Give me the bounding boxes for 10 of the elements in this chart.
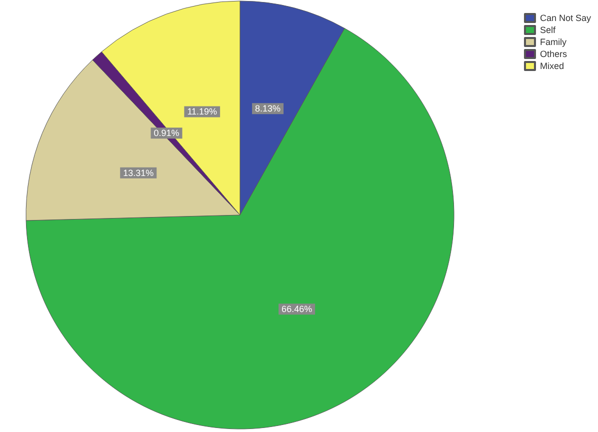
- data-label: 8.13%: [255, 104, 281, 114]
- data-label: 13.31%: [123, 168, 154, 178]
- legend-label: Mixed: [540, 61, 564, 71]
- legend-label: Others: [540, 49, 568, 59]
- legend-label: Can Not Say: [540, 13, 592, 23]
- legend-label: Self: [540, 25, 556, 35]
- data-label: 66.46%: [282, 304, 312, 314]
- data-label: 0.91%: [154, 128, 180, 138]
- data-label: 11.19%: [187, 106, 218, 117]
- legend-label: Family: [540, 37, 567, 47]
